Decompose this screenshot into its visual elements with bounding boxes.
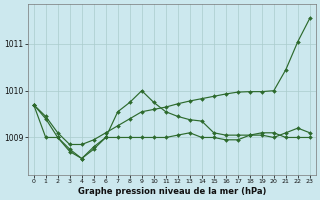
X-axis label: Graphe pression niveau de la mer (hPa): Graphe pression niveau de la mer (hPa): [77, 187, 266, 196]
